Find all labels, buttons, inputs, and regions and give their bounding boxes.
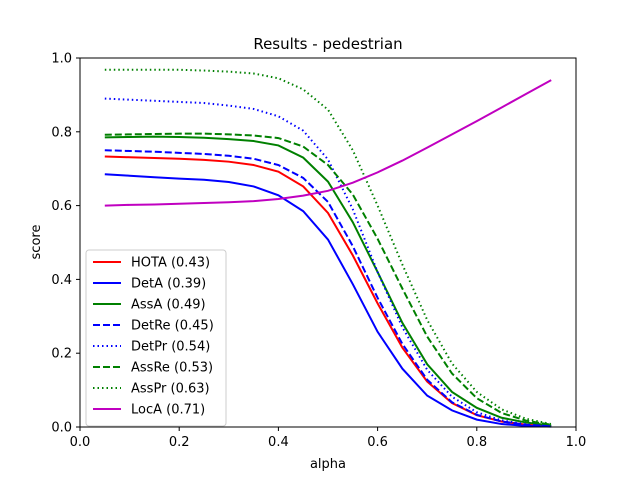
x-tick-label: 0.6 — [367, 435, 388, 450]
series-line-1 — [104, 173, 552, 428]
x-tick-label: 0.2 — [169, 435, 190, 450]
legend-label: DetRe (0.45) — [131, 319, 214, 334]
x-axis-label: alpha — [310, 457, 346, 472]
legend: HOTA (0.43) DetA (0.39) AssA (0.49) DetRe (… — [85, 249, 227, 427]
y-axis: 0.0 0.2 0.4 0.6 0.8 1.0 — [51, 52, 80, 436]
series-line-6 — [104, 68, 552, 426]
series-line-5 — [104, 132, 552, 426]
series-line-3 — [104, 149, 552, 428]
legend-box — [85, 249, 227, 427]
x-tick-label: 0.0 — [70, 435, 91, 450]
legend-label: AssRe (0.53) — [131, 361, 213, 376]
series-line-2 — [104, 135, 552, 427]
x-tick-label: 0.4 — [268, 435, 289, 450]
legend-label: LocA (0.71) — [131, 403, 205, 418]
legend-label: AssA (0.49) — [131, 298, 206, 313]
y-axis-label: score — [29, 225, 44, 260]
chart-title: Results - pedestrian — [253, 35, 402, 53]
legend-label: AssPr (0.63) — [131, 382, 210, 397]
legend-label: DetA (0.39) — [131, 277, 206, 292]
series-line-4 — [104, 97, 552, 428]
x-axis: 0.0 0.2 0.4 0.6 0.8 1.0 — [70, 427, 587, 450]
x-tick-label: 0.8 — [466, 435, 487, 450]
y-tick-label: 0.0 — [51, 421, 72, 436]
legend-label: HOTA (0.43) — [131, 256, 210, 271]
series-line-7 — [104, 79, 552, 207]
y-tick-label: 0.6 — [51, 199, 72, 214]
plot-area-frame — [79, 57, 577, 428]
x-tick-label: 1.0 — [566, 435, 587, 450]
plot-lines — [104, 68, 552, 428]
y-tick-label: 0.8 — [51, 125, 72, 140]
y-tick-label: 1.0 — [51, 52, 72, 67]
y-tick-label: 0.4 — [51, 273, 72, 288]
legend-label: DetPr (0.54) — [131, 340, 210, 355]
y-tick-label: 0.2 — [51, 347, 72, 362]
